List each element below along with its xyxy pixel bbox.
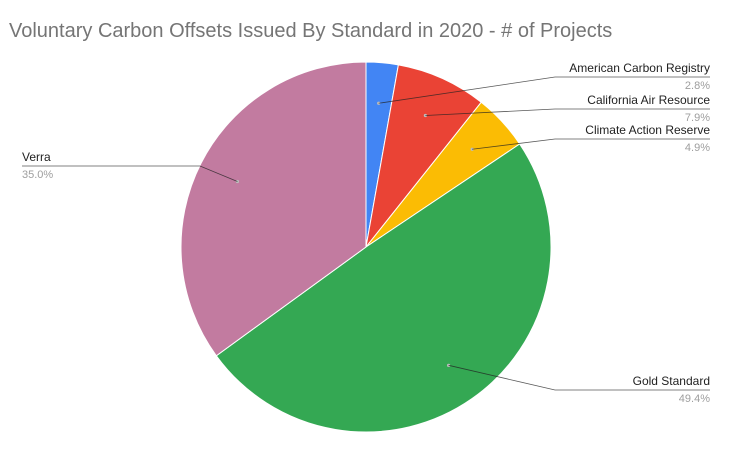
pie-slice-gold-standard: [215, 143, 552, 433]
chart-title: Voluntary Carbon Offsets Issued By Stand…: [9, 20, 613, 42]
slice-label-american-carbon-registry: American Carbon Registry: [569, 61, 710, 75]
leader-lines: [22, 76, 710, 391]
slice-label-gold-standard: Gold Standard: [633, 374, 710, 388]
pie-slices: [180, 61, 552, 433]
leader-line-american-carbon-registry: [378, 76, 710, 104]
leader-line-verra: [22, 165, 238, 182]
slice-value-verra: 35.0%: [22, 169, 53, 181]
slice-labels: American Carbon Registry 2.8%California A…: [22, 61, 710, 405]
slice-value-climate-action-reserve: 4.9%: [685, 142, 710, 154]
pie-slice-verra: [180, 61, 367, 357]
slice-label-california-air-resource: California Air Resource: [587, 93, 710, 107]
slice-value-american-carbon-registry: 2.8%: [685, 80, 710, 92]
leader-line-california-air-resource: [425, 108, 710, 116]
slice-label-climate-action-reserve: Climate Action Reserve: [585, 123, 710, 137]
slice-value-california-air-resource: 7.9%: [685, 112, 710, 124]
leader-line-gold-standard: [448, 364, 710, 391]
pie-slice-california-air-resource: [365, 64, 482, 248]
slice-value-gold-standard: 49.4%: [679, 393, 710, 405]
slice-label-verra: Verra: [22, 150, 51, 164]
leader-line-climate-action-reserve: [472, 138, 710, 150]
